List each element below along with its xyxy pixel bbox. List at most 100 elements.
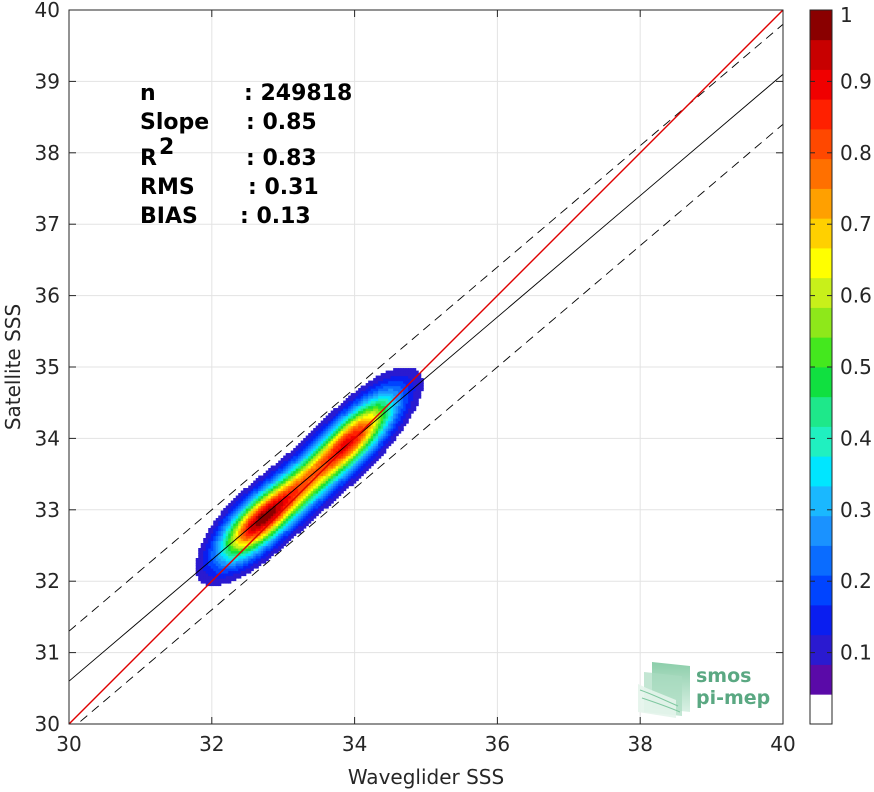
density-cell: [250, 490, 254, 494]
density-cell: [243, 503, 247, 507]
density-cell: [208, 567, 212, 572]
density-cell: [333, 423, 337, 427]
density-cell: [205, 562, 209, 567]
density-cell: [400, 415, 404, 419]
density-cell: [403, 385, 407, 389]
density-cell: [350, 448, 354, 452]
density-cell: [275, 463, 279, 467]
density-cell: [383, 400, 387, 404]
density-cell: [283, 543, 287, 547]
density-cell: [240, 572, 244, 577]
colorbar-tick-label: 0.4: [840, 426, 872, 450]
density-cell: [268, 470, 272, 474]
density-cell: [338, 465, 342, 469]
density-cell: [378, 408, 382, 412]
density-cell: [370, 408, 374, 412]
density-cell: [310, 430, 314, 434]
density-cell: [295, 445, 299, 449]
density-cell: [340, 463, 344, 467]
density-cell: [270, 473, 274, 477]
density-cell: [378, 448, 382, 452]
density-cell: [330, 493, 334, 497]
density-cell: [223, 575, 227, 579]
density-cell: [238, 520, 242, 524]
density-cell: [218, 535, 222, 539]
density-cell: [305, 503, 309, 507]
density-cell: [220, 533, 224, 537]
density-cell: [328, 448, 332, 452]
density-cell: [345, 430, 349, 434]
density-cell: [285, 458, 289, 462]
density-cell: [355, 435, 359, 439]
density-cell: [333, 458, 337, 462]
density-cell: [240, 533, 244, 537]
density-cell: [360, 440, 364, 444]
density-cell: [265, 538, 269, 542]
density-cell: [290, 525, 294, 529]
density-cell: [303, 458, 307, 462]
density-cell: [253, 543, 257, 547]
density-cell: [368, 398, 372, 402]
density-cell: [270, 508, 274, 512]
density-cell: [293, 490, 297, 494]
density-cell: [225, 505, 229, 509]
density-cell: [228, 503, 232, 507]
density-cell: [205, 548, 209, 552]
density-cell: [373, 400, 377, 404]
density-cell: [365, 428, 369, 432]
density-cell: [313, 508, 317, 512]
density-cell: [248, 533, 252, 537]
density-cell: [323, 490, 327, 494]
density-cell: [403, 400, 407, 404]
density-cell: [285, 453, 289, 457]
density-cell: [293, 500, 297, 504]
density-cell: [370, 403, 374, 407]
density-cell: [345, 470, 349, 474]
density-cell: [393, 408, 397, 412]
density-cell: [318, 468, 322, 472]
density-cell: [298, 445, 302, 449]
density-cell: [378, 420, 382, 424]
density-cell: [405, 393, 409, 397]
density-cell: [285, 535, 289, 539]
y-tick-label: 35: [35, 355, 60, 379]
density-cell: [228, 560, 232, 564]
density-cell: [290, 468, 294, 472]
density-cell: [300, 505, 304, 509]
density-cell: [203, 543, 207, 547]
density-cell: [285, 485, 289, 489]
density-cell: [398, 373, 402, 377]
density-cell: [410, 380, 414, 384]
density-cell: [300, 460, 304, 464]
density-cell: [310, 505, 314, 509]
density-cell: [225, 555, 229, 559]
density-cell: [413, 383, 417, 387]
density-cell: [365, 390, 369, 394]
density-cell: [223, 540, 227, 544]
density-cell: [295, 530, 299, 534]
density-cell: [238, 535, 242, 539]
density-cell: [323, 450, 327, 454]
density-cell: [293, 458, 297, 462]
density-cell: [250, 550, 254, 554]
density-cell: [293, 523, 297, 527]
density-cell: [195, 560, 199, 564]
density-cell: [355, 418, 359, 422]
density-cell: [393, 425, 397, 429]
density-cell: [375, 458, 379, 462]
density-cell: [328, 430, 332, 434]
density-cell: [233, 498, 237, 502]
density-cell: [385, 445, 389, 449]
density-cell: [350, 428, 354, 432]
density-cell: [395, 428, 399, 432]
density-cell: [395, 423, 399, 427]
density-cell: [323, 430, 327, 434]
density-cell: [328, 455, 332, 459]
density-cell: [285, 533, 289, 537]
density-cell: [235, 575, 239, 579]
density-cell: [278, 515, 282, 519]
density-cell: [355, 463, 359, 467]
density-cell: [220, 550, 224, 554]
density-cell: [290, 520, 294, 524]
density-cell: [250, 565, 254, 569]
